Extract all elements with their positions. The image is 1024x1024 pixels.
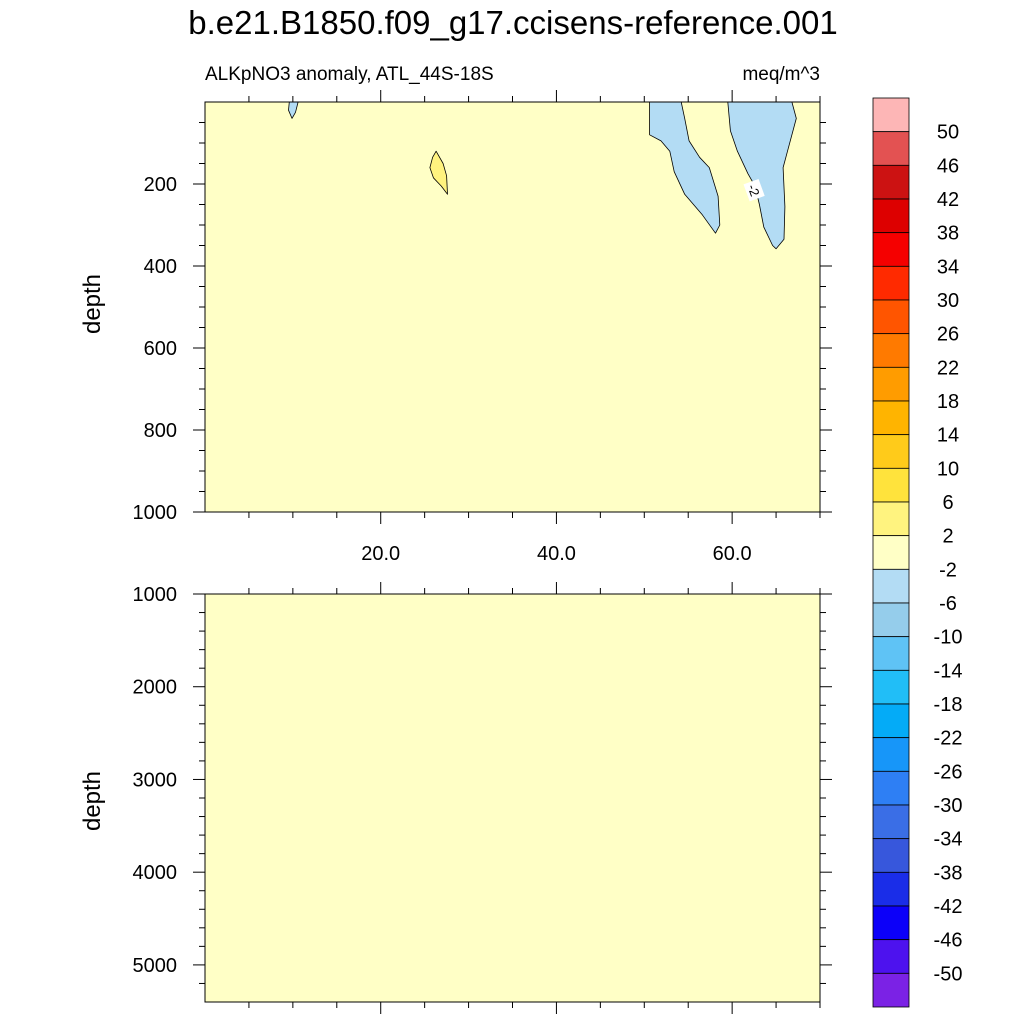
colorbar-label: -30 xyxy=(934,795,963,817)
colorbar-label: -6 xyxy=(939,593,957,615)
colorbar-swatch xyxy=(872,602,910,638)
colorbar-swatch xyxy=(872,164,910,200)
colorbar-swatch xyxy=(872,568,910,604)
upper-ytick-label: 600 xyxy=(144,338,177,360)
colorbar-swatch xyxy=(872,804,910,840)
colorbar-label: -18 xyxy=(934,694,963,716)
colorbar-label: 34 xyxy=(937,256,959,278)
colorbar-label: 38 xyxy=(937,223,959,245)
colorbar-swatch xyxy=(872,972,910,1008)
colorbar-label: 2 xyxy=(942,526,953,548)
contour-label-group: -2 xyxy=(743,178,765,202)
colorbar-label: 46 xyxy=(937,155,959,177)
colorbar-swatch xyxy=(872,97,910,133)
colorbar-label: -14 xyxy=(934,660,963,682)
upper-ytick-label: 200 xyxy=(144,174,177,196)
lower-ylabel: depth xyxy=(79,771,106,831)
colorbar-swatch xyxy=(872,871,910,907)
contour-region-3 xyxy=(649,101,721,234)
panel-left-label: ALKpNO3 anomaly, ATL_44S-18S xyxy=(205,64,494,85)
colorbar-label: 22 xyxy=(937,357,959,379)
colorbar-label: -10 xyxy=(934,627,963,649)
colorbar-swatch xyxy=(872,434,910,469)
upper-ytick-label: 400 xyxy=(144,256,177,278)
upper-xtick-label: 60.0 xyxy=(713,543,752,565)
contour-region-4 xyxy=(727,101,797,250)
colorbar-swatch xyxy=(872,366,910,402)
colorbar-swatch xyxy=(872,501,910,537)
colorbar-label: -50 xyxy=(934,963,963,985)
upper-panel: -2 200 400 600 800 1000 20.0 40.0 60.0 depth xyxy=(79,90,832,565)
colorbar-label: -38 xyxy=(934,862,963,884)
colorbar-swatch xyxy=(872,198,910,234)
main-title: b.e21.B1850.f09_g17.ccisens-reference.00… xyxy=(188,4,837,41)
panel-units-label: meq/m^3 xyxy=(742,64,820,85)
colorbar-swatch xyxy=(872,770,910,806)
lower-ytick-label: 4000 xyxy=(133,862,178,884)
lower-ytick-label: 3000 xyxy=(133,769,178,791)
colorbar-label: 6 xyxy=(942,492,953,514)
upper-ytick-label: 1000 xyxy=(133,502,178,524)
contour-label-box xyxy=(743,178,765,202)
colorbar-swatch xyxy=(872,299,910,335)
colorbar-label: -42 xyxy=(934,896,963,918)
colorbar-label: -26 xyxy=(934,761,963,783)
colorbar-swatch xyxy=(872,265,910,301)
lower-panel: 1000 2000 3000 4000 5000 depth xyxy=(79,582,832,1014)
colorbar-label: -2 xyxy=(939,559,957,581)
contour-region-2 xyxy=(429,150,448,195)
colorbar-swatch xyxy=(872,131,910,166)
upper-plot-background xyxy=(205,102,820,512)
colorbar-swatch xyxy=(872,467,910,503)
colorbar-label: -34 xyxy=(934,829,963,851)
colorbar-swatch xyxy=(872,737,910,772)
colorbar-label: 14 xyxy=(937,425,959,447)
colorbar: 50 46 42 38 34 30 26 22 18 14 10 6 2 -2 -6 -10 -14 -18 -22… xyxy=(872,97,963,1008)
colorbar-swatch xyxy=(872,535,910,570)
colorbar-label: 18 xyxy=(937,391,959,413)
lower-ytick-label: 5000 xyxy=(133,955,178,977)
colorbar-label: 26 xyxy=(937,324,959,346)
colorbar-swatch xyxy=(872,703,910,739)
colorbar-swatch xyxy=(872,838,910,873)
lower-plot-background xyxy=(205,594,820,1002)
colorbar-swatch xyxy=(872,669,910,705)
lower-ytick-label: 2000 xyxy=(133,677,178,699)
colorbar-swatch xyxy=(872,333,910,368)
colorbar-swatch xyxy=(872,232,910,267)
colorbar-label: 10 xyxy=(937,458,959,480)
colorbar-label: 50 xyxy=(937,122,959,144)
contour-label: -2 xyxy=(745,182,763,198)
colorbar-swatch xyxy=(872,400,910,436)
colorbar-label: 30 xyxy=(937,290,959,312)
colorbar-label: 42 xyxy=(937,189,959,211)
upper-ytick-label: 800 xyxy=(144,420,177,442)
upper-xtick-label: 20.0 xyxy=(361,543,400,565)
colorbar-label: -22 xyxy=(934,728,963,750)
lower-ytick-label: 1000 xyxy=(133,584,178,606)
colorbar-swatch xyxy=(872,905,910,941)
upper-xtick-label: 40.0 xyxy=(537,543,576,565)
colorbar-swatch xyxy=(872,939,910,974)
upper-ylabel: depth xyxy=(79,274,106,334)
colorbar-swatch xyxy=(872,636,910,671)
colorbar-label: -46 xyxy=(934,930,963,952)
